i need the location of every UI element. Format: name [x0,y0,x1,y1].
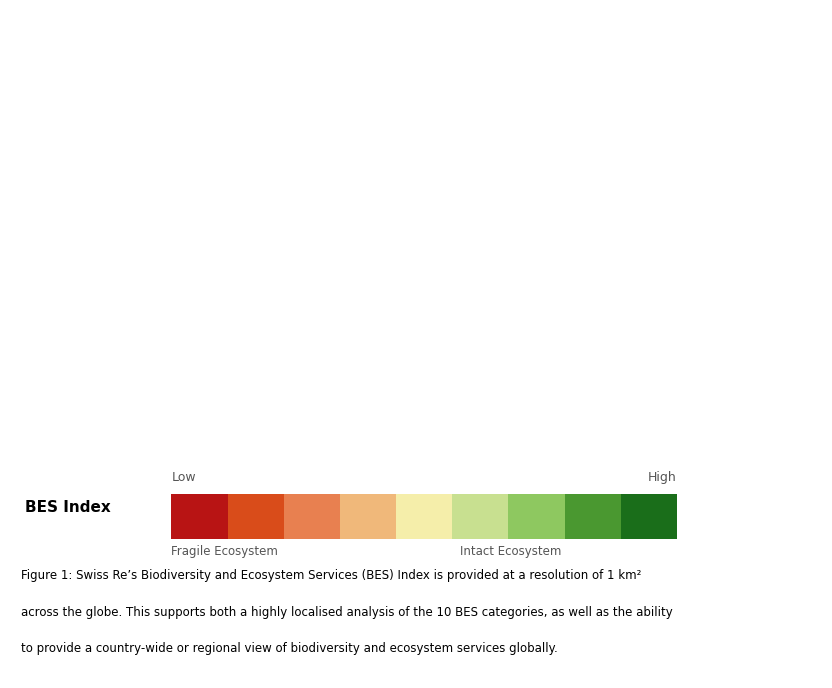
Bar [171,494,228,539]
Bar [565,494,621,539]
Text: Figure 1: Swiss Re’s Biodiversity and Ecosystem Services (BES) Index is provided: Figure 1: Swiss Re’s Biodiversity and Ec… [21,570,641,583]
Bar [228,494,284,539]
Bar [340,494,396,539]
Text: across the globe. This supports both a highly localised analysis of the 10 BES c: across the globe. This supports both a h… [21,606,672,619]
Text: Low: Low [171,471,196,484]
Text: Intact Ecosystem: Intact Ecosystem [459,546,561,559]
Bar [621,494,677,539]
Bar [284,494,340,539]
Bar [508,494,565,539]
Bar [396,494,453,539]
Text: BES Index: BES Index [25,500,111,515]
Bar [453,494,508,539]
Text: to provide a country-wide or regional view of biodiversity and ecosystem service: to provide a country-wide or regional vi… [21,643,557,655]
Text: Fragile Ecosystem: Fragile Ecosystem [171,546,278,559]
Text: High: High [648,471,677,484]
